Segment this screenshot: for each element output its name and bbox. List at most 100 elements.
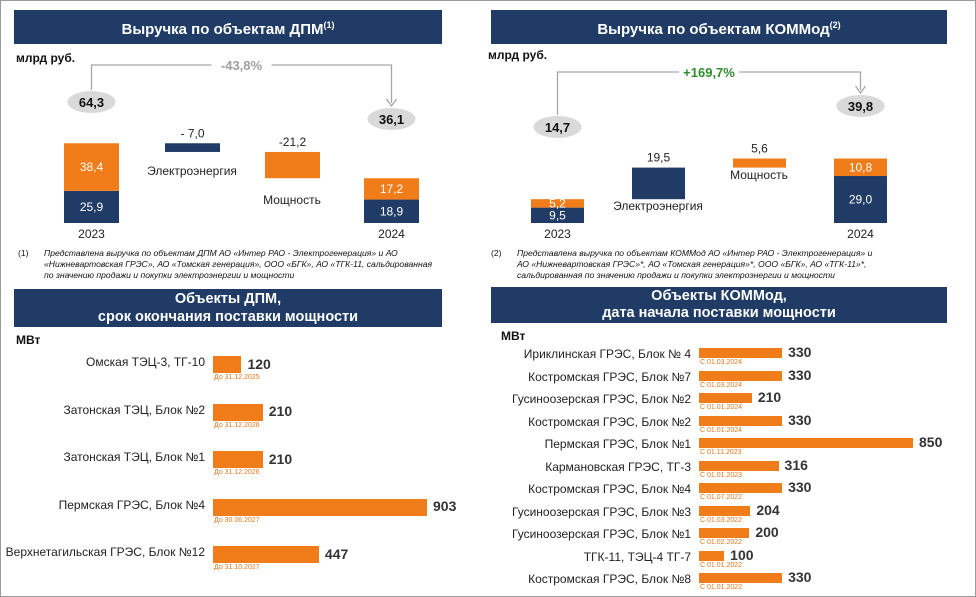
panel2-header: Выручка по объектам КОММод(2) bbox=[491, 10, 947, 44]
bar-date-label: До 31.12.2025 bbox=[214, 374, 260, 381]
bar bbox=[699, 393, 752, 403]
axis-label-2023: 2023 bbox=[78, 227, 105, 241]
panel2-footnote: (2) Представлена выручка по объектам КОМ… bbox=[491, 248, 951, 284]
footnote-line: АО «Нижневартовская ГРЭС»*, АО «Томская … bbox=[517, 259, 867, 269]
panel3-title-line1: Объекты ДПМ, bbox=[174, 291, 282, 307]
bar-date-label: С 01.07.2022 bbox=[700, 494, 743, 501]
category-label-electricity: Электроэнергия bbox=[613, 199, 703, 213]
category-label-capacity: Мощность bbox=[730, 168, 788, 182]
bar bbox=[699, 528, 750, 538]
bar-date-label: С 01.02.2022 bbox=[700, 539, 743, 546]
value-label-2023-electricity: 25,9 bbox=[80, 200, 104, 214]
panel1-footnote: (1) Представлена выручка по объектам ДПМ… bbox=[18, 248, 458, 284]
bar-category-label: Кармановская ГРЭС, ТГ-3 bbox=[545, 459, 691, 474]
value-label-2024-electricity: 29,0 bbox=[849, 193, 873, 207]
bar-2023-capacity bbox=[64, 143, 119, 191]
total-bubble-2024 bbox=[836, 95, 885, 117]
bar-category-label: Гусиноозерская ГРЭС, Блок №3 bbox=[512, 504, 691, 519]
bar-value-label: 210 bbox=[268, 403, 293, 419]
bar bbox=[699, 415, 783, 426]
footnote-line: по значению продажи и покупки электроэне… bbox=[44, 270, 295, 280]
panel4-header: Объекты КОММод, дата начала поставки мощ… bbox=[491, 287, 947, 323]
panel2-title-sup: (2) bbox=[829, 19, 841, 30]
bar-date-label: До 31.10.2027 bbox=[214, 564, 260, 571]
bar-2023-capacity bbox=[531, 199, 584, 208]
bar-date-label: До 31.12.2026 bbox=[214, 469, 260, 476]
bar-date-label: С 01.03.2024 bbox=[700, 359, 743, 366]
bar-category-label: Гусиноозерская ГРЭС, Блок №2 bbox=[512, 392, 691, 406]
panel3-title-line2: срок окончания поставки мощности bbox=[97, 309, 359, 325]
bar-category-label: ТГК-11, ТЭЦ-4 ТГ-7 bbox=[583, 549, 691, 564]
total-label-2023: 14,7 bbox=[545, 120, 570, 135]
bar-value-label: 120 bbox=[247, 355, 271, 372]
panel1-header: Выручка по объектам ДПМ(1) bbox=[14, 10, 442, 44]
bar-date-label: С 01.11.2023 bbox=[700, 449, 742, 456]
panel1-title-sup: (1) bbox=[323, 19, 335, 30]
footnote-line: «Нижневартовская ГРЭС», АО «Томская гене… bbox=[44, 259, 433, 269]
bar-category-label: Костромская ГРЭС, Блок №4 bbox=[528, 482, 691, 496]
bar-value-label: 210 bbox=[268, 450, 293, 467]
change-label-bg bbox=[679, 63, 739, 81]
bar-value-label: 850 bbox=[919, 434, 943, 450]
value-label-capacity-delta: -21,2 bbox=[279, 135, 307, 149]
bar-category-label: Костромская ГРЭС, Блок №7 bbox=[528, 369, 691, 384]
bar bbox=[213, 546, 319, 563]
bar-date-label: С 01.03.2024 bbox=[700, 381, 743, 389]
axis-label-2023: 2023 bbox=[544, 227, 571, 241]
bar bbox=[213, 498, 427, 516]
bar-date-label: С 01.01.2022 bbox=[700, 561, 743, 569]
panel3-unit: МВт bbox=[16, 333, 41, 347]
bar-date-label: До 30.06.2027 bbox=[214, 516, 260, 524]
value-label-2024-capacity: 17,2 bbox=[380, 182, 404, 196]
arrow-down-icon bbox=[854, 85, 867, 95]
total-label-2023: 64,3 bbox=[79, 95, 104, 110]
bar-category-label: Ириклинская ГРЭС, Блок № 4 bbox=[523, 347, 691, 361]
value-label-2023-capacity: 38,4 bbox=[80, 160, 104, 174]
bar-category-label: Пермская ГРЭС, Блок №4 bbox=[58, 497, 205, 512]
bar-category-label: Гусиноозерская ГРЭС, Блок №1 bbox=[512, 527, 691, 541]
bar bbox=[699, 370, 783, 381]
bar bbox=[699, 348, 783, 358]
panel3-header: Объекты ДПМ, срок окончания поставки мощ… bbox=[14, 289, 442, 327]
bar-value-label: 210 bbox=[757, 389, 782, 405]
bar-value-label: 447 bbox=[324, 545, 349, 562]
value-label-capacity-delta: 5,6 bbox=[751, 142, 768, 156]
bar-capacity-delta bbox=[733, 158, 786, 168]
bar bbox=[213, 403, 263, 421]
bar-2024-capacity bbox=[834, 158, 887, 177]
waterfall-chart-dpm: 25,9 38,4 18,9 17,2 - 7,0 -21,2 Электроэнергия… bbox=[64, 56, 419, 241]
change-label: +169,7% bbox=[683, 65, 735, 80]
arrow-down-icon bbox=[385, 98, 398, 108]
footnote-line: Представлена выручка по объектам КОММод … bbox=[517, 248, 873, 258]
bar bbox=[699, 483, 783, 493]
bar bbox=[699, 573, 783, 583]
panel1-title: Выручка по объектам ДПМ bbox=[121, 20, 324, 38]
bar-date-label: С 01.01.2024 bbox=[700, 404, 743, 411]
panel4-unit: МВт bbox=[501, 329, 526, 343]
bar-value-label: 100 bbox=[730, 546, 754, 563]
bar-2023-electricity bbox=[64, 190, 119, 223]
axis-label-2024: 2024 bbox=[378, 227, 405, 241]
value-label-2024-electricity: 18,9 bbox=[380, 204, 404, 218]
total-bubble-2023 bbox=[533, 116, 582, 138]
bar-category-label: Костромская ГРЭС, Блок №8 bbox=[528, 572, 691, 586]
bar-value-label: 330 bbox=[788, 366, 812, 383]
total-label-2024: 39,8 bbox=[848, 99, 873, 114]
panel2-unit: млрд руб. bbox=[488, 48, 548, 62]
bar-2024-capacity bbox=[364, 178, 419, 200]
bar-value-label: 330 bbox=[788, 569, 812, 585]
bar-date-label: С 01.03.2022 bbox=[700, 516, 743, 524]
bar-category-label: Верхнетагильская ГРЭС, Блок №12 bbox=[5, 545, 205, 559]
bar-date-label: С 01.01.2023 bbox=[700, 471, 743, 479]
value-label-electricity-delta: 19,5 bbox=[647, 151, 671, 165]
change-label: -43,8% bbox=[221, 58, 263, 73]
bar-2024-electricity bbox=[364, 199, 419, 223]
bar-value-label: 316 bbox=[784, 456, 808, 473]
bar-category-label: Омская ТЭЦ-3, ТГ-10 bbox=[86, 355, 205, 369]
footnote-line: Представлена выручка по объектам ДПМ АО … bbox=[44, 248, 398, 258]
panel2-title: Выручка по объектам КОММод bbox=[597, 20, 830, 38]
panel2-footnote-num: (2) bbox=[491, 248, 502, 258]
bar-category-label: Затонская ТЭЦ, Блок №2 bbox=[63, 402, 205, 417]
bar-electricity-delta bbox=[632, 167, 685, 200]
